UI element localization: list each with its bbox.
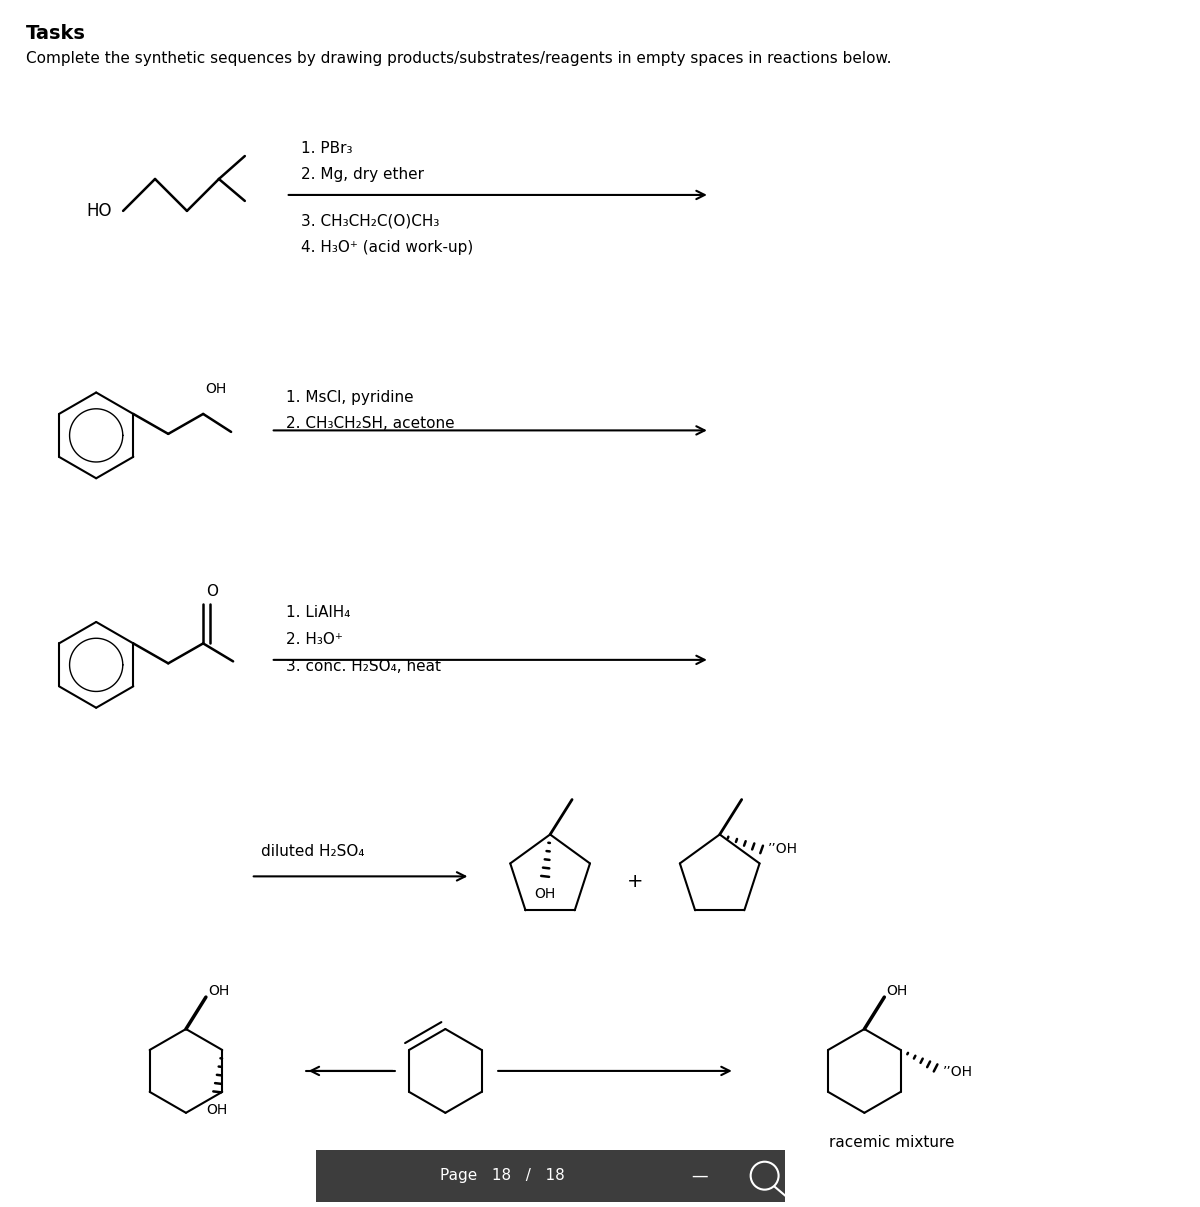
Text: +: + [812, 1167, 827, 1185]
Text: O: O [206, 584, 218, 599]
Text: —: — [691, 1167, 708, 1185]
Text: OH: OH [534, 887, 556, 902]
Text: OH: OH [887, 984, 907, 998]
Text: ’’OH: ’’OH [942, 1065, 972, 1079]
Text: 3. CH₃CH₂C(O)CH₃: 3. CH₃CH₂C(O)CH₃ [301, 214, 439, 228]
Text: 1. LiAlH₄: 1. LiAlH₄ [286, 606, 350, 620]
Text: 4. H₃O⁺ (acid work-up): 4. H₃O⁺ (acid work-up) [301, 240, 473, 256]
Text: +: + [626, 871, 643, 891]
Text: HO: HO [86, 202, 112, 220]
Text: diluted H₂SO₄: diluted H₂SO₄ [260, 844, 365, 859]
Text: OH: OH [205, 381, 227, 396]
Text: 3. conc. H₂SO₄, heat: 3. conc. H₂SO₄, heat [286, 659, 440, 675]
Text: Tasks: Tasks [26, 24, 86, 42]
Text: ’’OH: ’’OH [768, 842, 798, 857]
Text: OH: OH [206, 1103, 228, 1116]
Text: 2. Mg, dry ether: 2. Mg, dry ether [301, 168, 424, 182]
Bar [316, 1150, 785, 1202]
Text: 1. MsCl, pyridine: 1. MsCl, pyridine [286, 390, 413, 406]
Text: Complete the synthetic sequences by drawing products/substrates/reagents in empt: Complete the synthetic sequences by draw… [26, 51, 892, 65]
Text: 2. CH₃CH₂SH, acetone: 2. CH₃CH₂SH, acetone [286, 416, 455, 431]
Text: 1. PBr₃: 1. PBr₃ [301, 140, 352, 156]
Text: 2. H₃O⁺: 2. H₃O⁺ [286, 632, 343, 647]
Text: Page   18   /   18: Page 18 / 18 [440, 1168, 565, 1183]
Text: OH: OH [208, 984, 229, 998]
Text: racemic mixture: racemic mixture [829, 1136, 955, 1150]
